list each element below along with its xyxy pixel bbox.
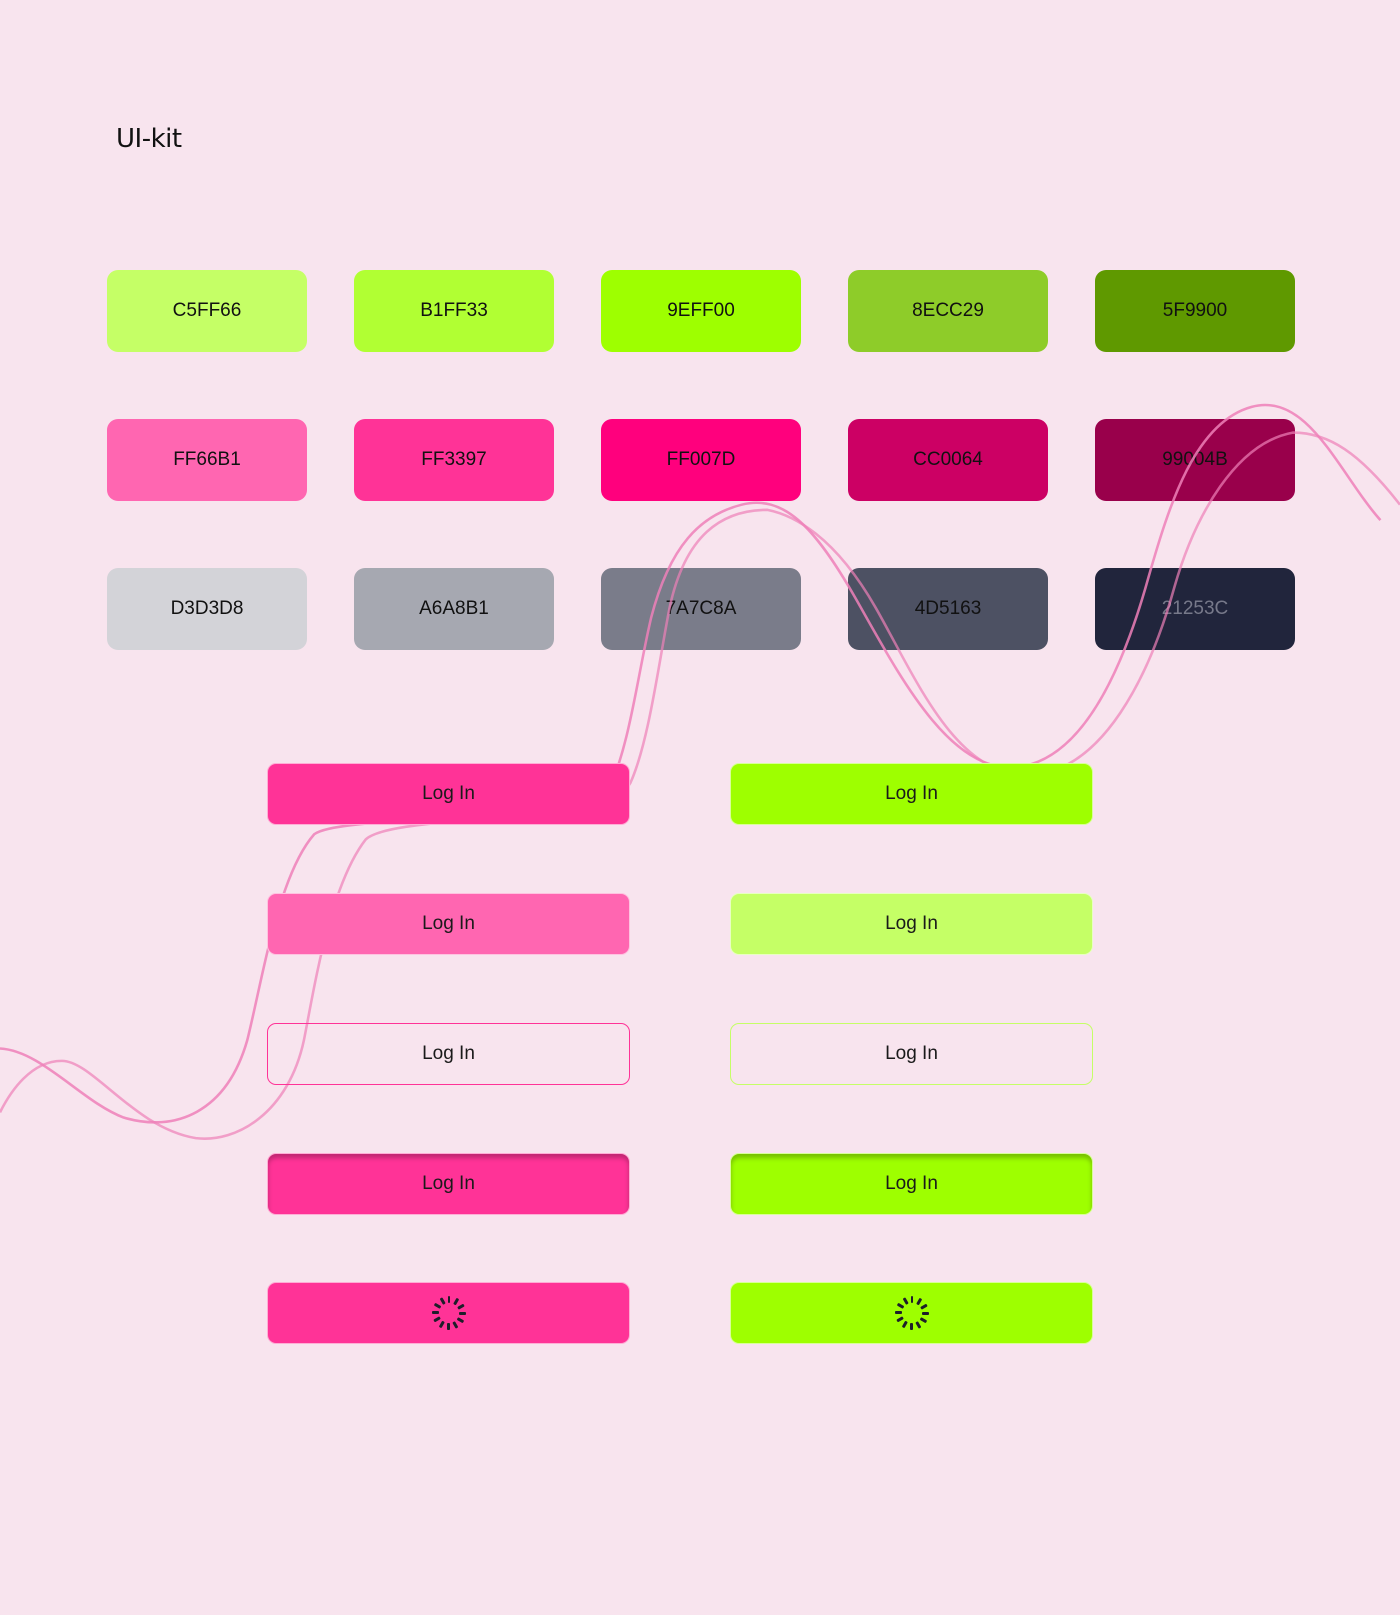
pink-login-button-loading[interactable] <box>267 1282 630 1344</box>
pink-login-button-hover[interactable]: Log In <box>267 893 630 955</box>
pink-login-button-outline[interactable]: Log In <box>267 1023 630 1085</box>
green-login-button-default[interactable]: Log In <box>730 763 1093 825</box>
green-login-button-loading[interactable] <box>730 1282 1093 1344</box>
color-swatch: D3D3D8 <box>107 568 307 650</box>
button-label: Log In <box>422 913 475 934</box>
page-title: UI-kit <box>116 124 182 154</box>
color-swatch: 99004B <box>1095 419 1295 501</box>
color-swatch: 9EFF00 <box>601 270 801 352</box>
button-label: Log In <box>422 783 475 804</box>
button-label: Log In <box>885 1043 938 1064</box>
color-swatch: FF007D <box>601 419 801 501</box>
button-label: Log In <box>422 1043 475 1064</box>
color-swatch: 5F9900 <box>1095 270 1295 352</box>
color-swatch: 21253C <box>1095 568 1295 650</box>
spinner-icon <box>894 1296 929 1330</box>
color-swatch: 7A7C8A <box>601 568 801 650</box>
button-label: Log In <box>885 1173 938 1194</box>
curve-line <box>0 431 1400 1140</box>
curve-line <box>0 403 1382 1124</box>
button-label: Log In <box>885 913 938 934</box>
color-swatch: C5FF66 <box>107 270 307 352</box>
spinner-icon <box>431 1296 466 1330</box>
color-swatch: A6A8B1 <box>354 568 554 650</box>
pink-login-button-default[interactable]: Log In <box>267 763 630 825</box>
color-swatch: CC0064 <box>848 419 1048 501</box>
color-swatch: FF3397 <box>354 419 554 501</box>
color-swatch: 4D5163 <box>848 568 1048 650</box>
green-login-button-pressed[interactable]: Log In <box>730 1153 1093 1215</box>
button-label: Log In <box>885 783 938 804</box>
color-swatch: FF66B1 <box>107 419 307 501</box>
green-login-button-hover[interactable]: Log In <box>730 893 1093 955</box>
button-label: Log In <box>422 1173 475 1194</box>
green-login-button-outline[interactable]: Log In <box>730 1023 1093 1085</box>
color-swatch: 8ECC29 <box>848 270 1048 352</box>
pink-login-button-pressed[interactable]: Log In <box>267 1153 630 1215</box>
color-swatch: B1FF33 <box>354 270 554 352</box>
